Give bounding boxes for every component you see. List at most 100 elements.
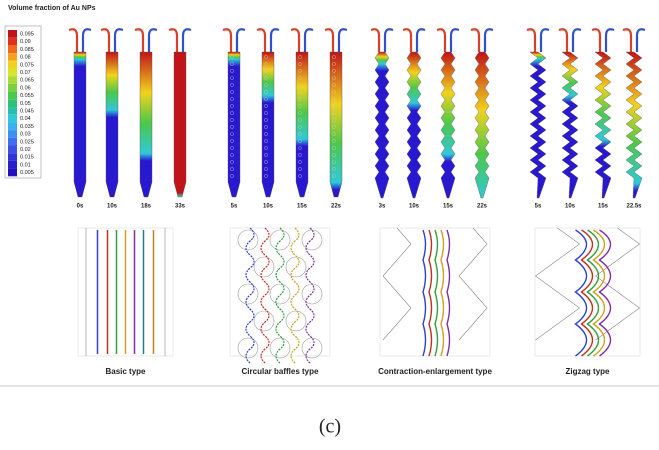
inlet bbox=[113, 28, 124, 52]
legend-swatch bbox=[8, 76, 17, 84]
streamline bbox=[592, 229, 606, 357]
legend-swatch bbox=[8, 153, 17, 161]
type-label: Basic type bbox=[105, 367, 146, 376]
legend-swatch bbox=[8, 168, 17, 177]
legend-swatch bbox=[8, 68, 17, 77]
streamline bbox=[580, 229, 594, 357]
baffle bbox=[298, 118, 302, 122]
tube bbox=[561, 51, 579, 199]
baffle bbox=[230, 111, 234, 115]
legend-label: 0.05 bbox=[20, 101, 31, 107]
baffle bbox=[298, 139, 302, 143]
inlet bbox=[483, 28, 494, 52]
streamline bbox=[290, 227, 300, 364]
tube bbox=[295, 51, 309, 198]
inlet bbox=[635, 28, 646, 52]
legend-swatch bbox=[8, 45, 17, 54]
baffle bbox=[332, 153, 336, 157]
inlet bbox=[68, 28, 79, 52]
baffle bbox=[264, 62, 268, 66]
legend-label: 0.085 bbox=[20, 47, 34, 53]
streamline bbox=[428, 229, 433, 357]
baffle bbox=[332, 83, 336, 87]
baffle bbox=[264, 146, 268, 150]
baffle bbox=[253, 256, 275, 278]
baffle bbox=[230, 90, 234, 94]
inlet bbox=[449, 28, 460, 52]
baffle bbox=[332, 174, 336, 178]
legend-swatch bbox=[8, 114, 17, 123]
streamline bbox=[574, 229, 588, 357]
baffle bbox=[269, 229, 291, 251]
baffle bbox=[264, 118, 268, 122]
legend-label: 0.08 bbox=[20, 55, 31, 61]
baffle bbox=[298, 104, 302, 108]
legend-label: 0.015 bbox=[20, 155, 34, 161]
type-label: Zigzag type bbox=[565, 367, 610, 376]
baffle bbox=[298, 132, 302, 136]
tube bbox=[105, 51, 119, 198]
baffle bbox=[264, 83, 268, 87]
baffle bbox=[298, 76, 302, 80]
baffle bbox=[298, 167, 302, 171]
baffle bbox=[230, 62, 234, 66]
baffle bbox=[332, 97, 336, 101]
baffle bbox=[298, 83, 302, 87]
legend-label: 0.005 bbox=[20, 170, 34, 176]
inlet bbox=[571, 28, 582, 52]
baffle bbox=[230, 83, 234, 87]
baffle bbox=[298, 111, 302, 115]
inlet bbox=[134, 28, 145, 52]
inlet bbox=[622, 28, 633, 52]
wall bbox=[594, 227, 641, 341]
baffle bbox=[230, 174, 234, 178]
baffle bbox=[269, 337, 291, 359]
baffle bbox=[264, 153, 268, 157]
baffle bbox=[264, 76, 268, 80]
baffle bbox=[332, 111, 336, 115]
baffle bbox=[332, 55, 336, 59]
caption: (c) bbox=[319, 416, 341, 438]
baffle bbox=[298, 62, 302, 66]
tube bbox=[529, 51, 547, 199]
time-label: 15s bbox=[297, 204, 308, 210]
baffle bbox=[332, 160, 336, 164]
legend-label: 0.09 bbox=[20, 39, 31, 45]
legend-swatch bbox=[8, 53, 17, 61]
baffle bbox=[332, 69, 336, 73]
time-label: 15s bbox=[598, 204, 609, 210]
inlet bbox=[470, 28, 481, 52]
baffle bbox=[301, 229, 323, 251]
baffle bbox=[332, 125, 336, 129]
legend-swatch bbox=[8, 37, 17, 46]
streamline bbox=[434, 229, 439, 357]
inlet bbox=[235, 28, 246, 52]
baffle bbox=[298, 160, 302, 164]
baffle bbox=[230, 160, 234, 164]
baffle bbox=[230, 139, 234, 143]
legend-label: 0.055 bbox=[20, 93, 34, 99]
inlet bbox=[181, 28, 192, 52]
time-label: 22s bbox=[331, 204, 342, 210]
streamline bbox=[245, 227, 255, 364]
type-label: Contraction-enlargement type bbox=[378, 367, 492, 376]
legend-swatch bbox=[8, 30, 17, 38]
inlet bbox=[402, 28, 413, 52]
inlet bbox=[324, 28, 335, 52]
legend-label: 0.03 bbox=[20, 132, 31, 138]
baffle bbox=[264, 90, 268, 94]
baffle bbox=[264, 111, 268, 115]
baffle bbox=[298, 125, 302, 129]
tube bbox=[173, 51, 187, 198]
tube bbox=[374, 51, 390, 199]
inlet bbox=[168, 28, 179, 52]
baffle bbox=[298, 69, 302, 73]
inlet bbox=[269, 28, 280, 52]
time-label: 5s bbox=[231, 204, 238, 210]
inlet bbox=[383, 28, 394, 52]
baffle bbox=[253, 310, 275, 332]
baffle bbox=[332, 132, 336, 136]
baffle bbox=[264, 132, 268, 136]
baffle bbox=[285, 256, 307, 278]
